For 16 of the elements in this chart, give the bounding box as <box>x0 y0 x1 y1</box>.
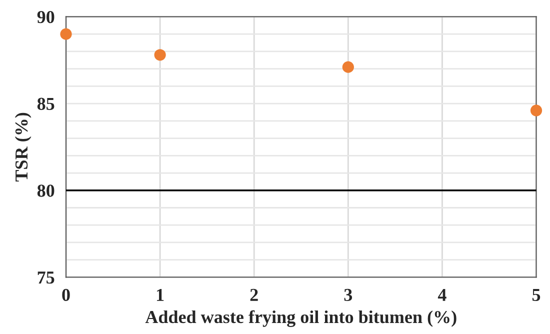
x-tick-label: 5 <box>532 289 540 302</box>
point <box>342 61 354 73</box>
point <box>154 49 166 61</box>
y-tick-label: 75 <box>38 272 54 284</box>
x-tick-label: 4 <box>438 288 446 301</box>
x-tick-label: 2 <box>250 288 258 301</box>
x-tick-label: 3 <box>344 288 352 302</box>
point <box>60 28 72 40</box>
y-tick-label: 80 <box>37 184 54 197</box>
point <box>530 104 542 116</box>
y-axis-title: TSR (%) <box>14 112 32 182</box>
y-tick-label: 85 <box>37 98 54 110</box>
x-tick-label: 1 <box>156 288 164 301</box>
x-tick-label: 0 <box>62 288 70 302</box>
x-axis-title: Added waste frying oil into bitumen (%) <box>145 310 456 327</box>
y-tick-label: 90 <box>37 10 54 24</box>
